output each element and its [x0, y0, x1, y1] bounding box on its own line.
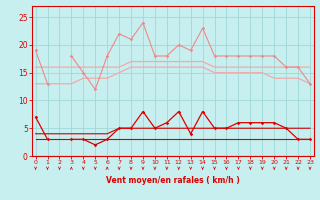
X-axis label: Vent moyen/en rafales ( km/h ): Vent moyen/en rafales ( km/h )	[106, 176, 240, 185]
